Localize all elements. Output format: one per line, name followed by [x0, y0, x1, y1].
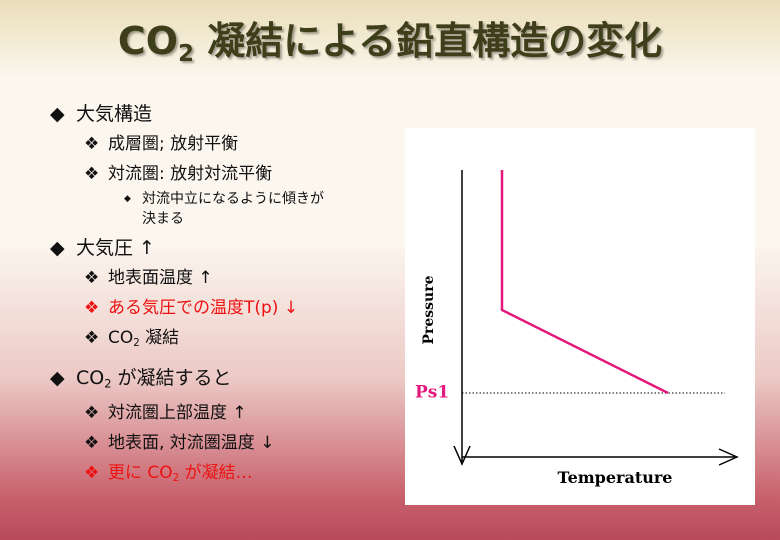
bullet-text: が凝結…	[179, 463, 253, 484]
bullet-text: が凝結すると	[111, 367, 232, 390]
diagram: Ps1 Pressure Temperature	[405, 128, 755, 505]
bullet-sub: 2	[104, 376, 112, 391]
bullet-text: CO	[76, 367, 105, 390]
bullet-text: 凝結	[139, 328, 180, 348]
bullet: 地表面, 対流圏温度 ↓	[50, 428, 380, 458]
y-arrow	[453, 445, 471, 466]
bullet: 対流圏上部温度 ↑	[50, 398, 380, 428]
bullet-list: 大気構造 成層圏; 放射平衡 対流圏: 放射対流平衡 対流中立になるように傾きが…	[50, 95, 380, 495]
decoration	[0, 0, 780, 80]
level-label: Ps1	[415, 383, 449, 403]
bullet-text: 対流中立になるように傾きが決まる	[142, 191, 324, 227]
bullet-text: 地表面, 対流圏温度 ↓	[108, 433, 275, 454]
slide-title: CO2 凝結による鉛直構造の変化	[0, 10, 780, 67]
bullet-text: CO	[108, 328, 134, 348]
bullet: 対流中立になるように傾きが決まる	[50, 189, 332, 229]
title-rest: 凝結による鉛直構造の変化	[193, 19, 663, 63]
bullet-text: ある気圧での温度T(p) ↓	[108, 298, 299, 318]
title-sub: 2	[178, 40, 194, 67]
bullet: 成層圏; 放射平衡	[50, 129, 380, 159]
bullet: 更に CO2 が凝結…	[50, 458, 380, 494]
bullet: 対流圏: 放射対流平衡	[50, 159, 380, 189]
x-arrow	[718, 448, 739, 466]
bullet-text: 大気構造	[76, 103, 153, 125]
bullet: 大気構造	[50, 99, 380, 129]
bullet-text: 対流圏上部温度 ↑	[108, 403, 247, 424]
diagram-background	[405, 128, 755, 505]
bullet: CO2 凝結	[50, 323, 380, 359]
bullet: CO2 が凝結すると	[50, 363, 380, 398]
bullet-sub: 2	[172, 473, 180, 485]
x-axis-label: Temperature	[558, 468, 673, 487]
title-text: CO	[117, 19, 179, 63]
bullet: 地表面温度 ↑	[50, 263, 380, 293]
y-axis-label: Pressure	[421, 275, 437, 344]
bullet: ある気圧での温度T(p) ↓	[50, 293, 380, 323]
bullet-text: 地表面温度 ↑	[108, 268, 213, 288]
bullet-text: 成層圏; 放射平衡	[108, 134, 239, 154]
bullet-text: 大気圧 ↑	[76, 237, 155, 259]
bullet-sub: 2	[133, 338, 140, 350]
bullet-text: 更に CO	[108, 463, 173, 484]
profile-line	[500, 170, 669, 395]
bullet: 大気圧 ↑	[50, 233, 380, 263]
bullet-text: 対流圏: 放射対流平衡	[108, 164, 273, 184]
